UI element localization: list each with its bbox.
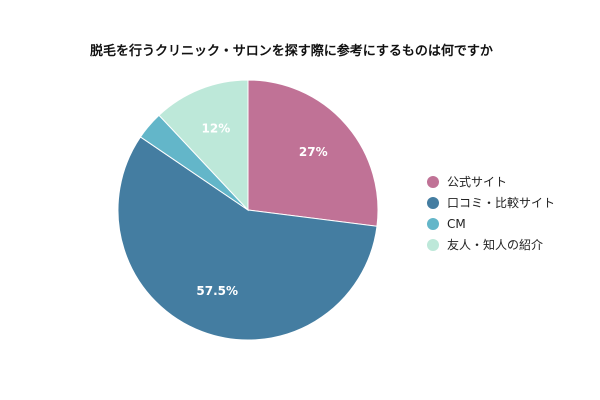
chart-title: 脱毛を行うクリニック・サロンを探す際に参考にするものは何ですか [90,44,493,59]
legend-item-referral: 友人・知人の紹介 [427,234,555,255]
legend-swatch-official-site [427,175,439,188]
pie-slice-review-sites [117,136,378,341]
legend: 公式サイト 口コミ・比較サイト CM 友人・知人の紹介 [427,171,555,255]
legend-label-cm: CM [447,216,466,231]
legend-label-review-sites: 口コミ・比較サイト [447,196,556,210]
slice-label-official-site: 27% [299,145,328,159]
legend-item-official-site: 公式サイト [427,171,555,192]
legend-swatch-review-sites [427,196,439,209]
legend-swatch-cm [427,217,439,230]
legend-swatch-referral [427,238,439,251]
legend-label-official-site: 公式サイト [447,175,508,189]
legend-item-review-sites: 口コミ・比較サイト [427,192,555,213]
pie-labels: 27% 57.5% 12% [196,122,327,299]
pie-slice-referral [158,79,249,212]
slice-label-referral: 12% [202,122,231,136]
slice-label-review-sites: 57.5% [196,284,238,298]
pie-slice-official-site [247,79,379,227]
pie-slices [117,79,379,341]
legend-item-cm: CM [427,213,555,234]
legend-label-referral: 友人・知人の紹介 [447,238,544,252]
